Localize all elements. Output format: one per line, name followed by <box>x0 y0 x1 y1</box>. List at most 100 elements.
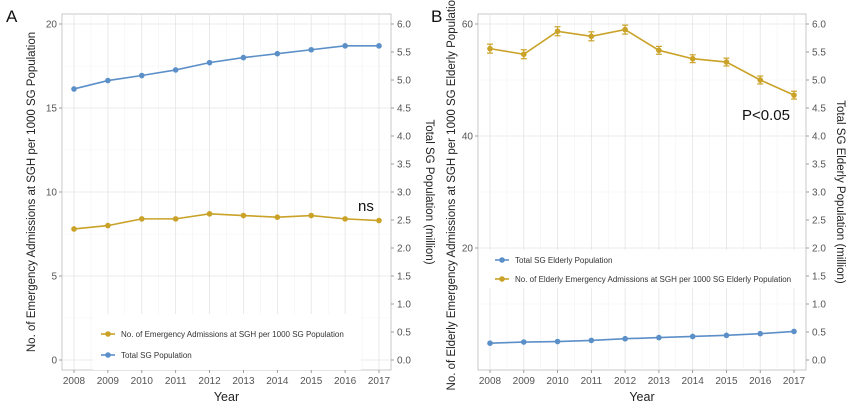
y2-tick-label: 1.5 <box>397 272 411 283</box>
y2-tick-label: 4.0 <box>397 132 411 143</box>
data-point <box>757 77 764 83</box>
data-point <box>240 54 247 61</box>
y2-tick-label: 0.0 <box>397 356 411 367</box>
x-tick-label: 2013 <box>648 376 671 387</box>
x-tick-label: 2016 <box>749 376 772 387</box>
x-tick-label: 2014 <box>682 376 705 387</box>
x-tick-label: 2011 <box>165 376 187 387</box>
legend-label: No. of Elderly Emergency Admissions at S… <box>515 275 791 284</box>
legend-marker <box>499 276 505 282</box>
data-point <box>723 59 730 65</box>
legend-box <box>487 250 805 288</box>
legend-label: Total SG Elderly Population <box>515 256 612 265</box>
data-point <box>723 332 730 339</box>
y2-tick-label: 1.0 <box>812 300 826 311</box>
x-tick-label: 2008 <box>63 376 86 387</box>
y2-axis-title: Total SG Elderly Population (million) <box>834 100 846 284</box>
legend-marker <box>499 257 505 263</box>
data-point <box>71 86 77 92</box>
series-admissions <box>71 211 382 232</box>
y2-tick-label: 2.0 <box>397 244 411 255</box>
significance-annotation: ns <box>358 198 374 215</box>
data-point <box>308 46 315 53</box>
panel-label: A <box>6 7 18 26</box>
x-tick-label: 2015 <box>300 376 323 387</box>
legend-marker <box>105 331 111 337</box>
legend: Total SG Elderly Population No. of Elderl… <box>487 250 805 288</box>
x-tick-label: 2008 <box>479 376 502 387</box>
data-point <box>554 28 561 35</box>
y-tick-label: 40 <box>462 132 474 143</box>
data-point <box>520 339 527 345</box>
y2-tick-label: 0.0 <box>812 356 826 367</box>
y2-tick-label: 2.5 <box>812 216 826 227</box>
x-tick-label: 2011 <box>581 376 603 387</box>
data-point <box>656 334 662 341</box>
series-line <box>489 330 795 344</box>
data-point <box>105 222 111 229</box>
data-point <box>376 217 382 224</box>
y-axis-title: No. of Emergency Admissions at SGH per 1… <box>26 32 38 352</box>
data-point <box>172 67 179 73</box>
x-tick-label: 2017 <box>783 376 806 387</box>
data-point <box>342 43 348 49</box>
x-tick-label: 2015 <box>715 376 738 387</box>
legend-label: No. of Emergency Admissions at SGH per 1… <box>121 330 344 339</box>
panel-a: 0 5 10 15 20 0.0 0.5 1.0 1.5 2.0 2.5 3.0 3.5 4.0 4.5 5.… <box>6 7 435 404</box>
y2-tick-label: 3.5 <box>397 160 411 171</box>
y2-tick-label: 4.5 <box>397 104 411 115</box>
x-tick-label: 2012 <box>614 376 637 387</box>
data-point <box>308 212 315 219</box>
y-tick-label: 20 <box>46 20 58 31</box>
y2-tick-label: 1.0 <box>397 300 411 311</box>
series-population <box>487 328 797 347</box>
y2-tick-label: 6.0 <box>812 20 826 31</box>
x-tick-label: 2013 <box>232 376 255 387</box>
data-point <box>240 212 247 219</box>
y2-tick-label: 3.0 <box>812 188 826 199</box>
data-point <box>689 55 696 62</box>
x-tick-label: 2014 <box>266 376 289 387</box>
data-point <box>791 328 797 335</box>
y2-tick-label: 5.0 <box>812 76 826 87</box>
x-tick-label: 2010 <box>131 376 154 387</box>
series-line <box>73 45 379 90</box>
y2-tick-label: 1.5 <box>812 272 826 283</box>
y2-tick-label: 5.5 <box>812 48 826 59</box>
y2-axis-title: Total SG Population (million) <box>423 119 435 264</box>
series-population <box>71 43 382 92</box>
data-point <box>757 330 764 337</box>
y2-tick-label: 3.5 <box>812 160 826 171</box>
x-axis-title: Year <box>214 390 239 404</box>
data-point <box>376 43 382 49</box>
data-point <box>105 77 111 84</box>
y2-tick-label: 4.0 <box>812 132 826 143</box>
series-admissions <box>487 24 797 100</box>
legend-box <box>93 314 361 370</box>
legend: No. of Emergency Admissions at SGH per 1… <box>93 314 361 370</box>
series-line <box>73 213 380 230</box>
y-tick-label: 20 <box>462 244 474 255</box>
x-tick-label: 2012 <box>198 376 221 387</box>
data-point <box>206 59 213 66</box>
y2-tick-label: 6.0 <box>397 20 411 31</box>
y2-tick-label: 2.5 <box>397 216 411 227</box>
data-point <box>274 50 281 57</box>
y2-tick-label: 3.0 <box>397 188 411 199</box>
data-point <box>206 211 213 217</box>
data-point <box>487 340 493 347</box>
data-point <box>554 338 561 345</box>
y-axis-title: No. of Elderly Emergency Admissions at S… <box>446 0 458 390</box>
y2-tick-label: 5.5 <box>397 48 411 59</box>
data-point <box>588 337 595 344</box>
data-point <box>138 72 145 79</box>
y2-tick-label: 0.5 <box>812 328 826 339</box>
data-point <box>656 47 662 54</box>
y-tick-label: 60 <box>462 20 474 31</box>
y2-tick-label: 4.5 <box>812 104 826 115</box>
x-tick-label: 2009 <box>97 376 120 387</box>
data-point <box>138 216 145 222</box>
x-axis-title: Year <box>629 390 654 404</box>
y2-tick-label: 2.0 <box>812 244 826 255</box>
